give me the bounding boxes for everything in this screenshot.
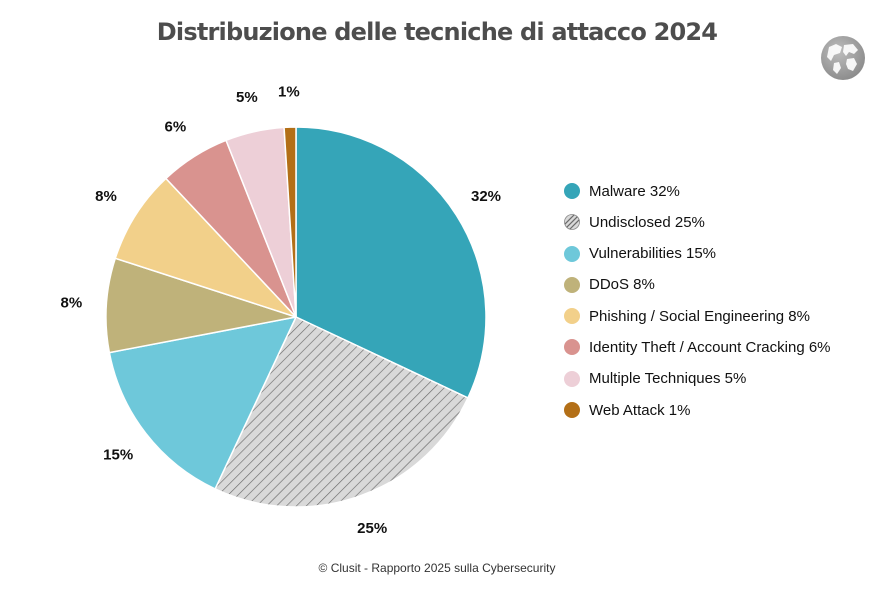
legend-item-web-attack: Web Attack 1% xyxy=(564,399,831,421)
legend-item-vulnerabilities: Vulnerabilities 15% xyxy=(564,243,831,265)
legend-swatch-phishing-social-engineering xyxy=(564,308,580,325)
legend-swatch-ddos xyxy=(564,276,580,293)
legend-label-multiple-techniques: Multiple Techniques 5% xyxy=(589,370,747,388)
legend-label-identity-theft-account-cracking: Identity Theft / Account Cracking 6% xyxy=(589,338,831,356)
pie-slice-ddos xyxy=(105,257,297,354)
pie-slice-malware xyxy=(295,126,487,399)
slice-label-multiple-techniques: 5% xyxy=(236,89,258,106)
legend-item-malware: Malware 32% xyxy=(564,180,831,202)
legend-swatch-vulnerabilities xyxy=(564,245,580,262)
legend-swatch-web-attack xyxy=(564,402,580,419)
legend-swatch-undisclosed xyxy=(564,214,580,231)
pie-slice-vulnerabilities xyxy=(108,316,297,490)
legend-item-ddos: DDoS 8% xyxy=(564,274,831,296)
legend-swatch-malware xyxy=(564,183,580,199)
slice-label-phishing-social-engineering: 8% xyxy=(95,188,117,205)
legend-item-phishing-social-engineering: Phishing / Social Engineering 8% xyxy=(564,305,831,327)
pie-slice-undisclosed xyxy=(214,316,469,508)
slice-label-undisclosed: 25% xyxy=(357,520,387,537)
slice-label-web-attack: 1% xyxy=(278,84,300,101)
legend-swatch-multiple-techniques xyxy=(564,370,580,387)
legend-label-malware: Malware 32% xyxy=(589,182,680,200)
legend: Malware 32% Undisclosed 25% Vulnerabilitie… xyxy=(564,180,831,430)
slice-label-malware: 32% xyxy=(471,188,501,205)
slice-label-identity-theft-account-cracking: 6% xyxy=(165,119,187,136)
legend-label-web-attack: Web Attack 1% xyxy=(589,401,691,419)
legend-item-multiple-techniques: Multiple Techniques 5% xyxy=(564,368,831,390)
legend-label-ddos: DDoS 8% xyxy=(589,276,655,294)
legend-label-vulnerabilities: Vulnerabilities 15% xyxy=(589,245,717,263)
pie-slice-web-attack xyxy=(283,126,297,318)
slice-label-ddos: 8% xyxy=(61,294,83,311)
legend-label-undisclosed: Undisclosed 25% xyxy=(589,213,705,231)
legend-label-phishing-social-engineering: Phishing / Social Engineering 8% xyxy=(589,307,810,325)
slice-label-vulnerabilities: 15% xyxy=(103,446,133,463)
legend-swatch-identity-theft-account-cracking xyxy=(564,339,580,356)
chart-title: Distribuzione delle tecniche di attacco … xyxy=(156,18,718,46)
globe-icon xyxy=(821,36,865,80)
footer-copyright: © Clusit - Rapporto 2025 sulla Cybersecu… xyxy=(318,561,556,575)
pie-slice-phishing-social-engineering xyxy=(114,177,297,318)
legend-item-identity-theft-account-cracking: Identity Theft / Account Cracking 6% xyxy=(564,336,831,358)
legend-item-undisclosed: Undisclosed 25% xyxy=(564,211,831,233)
